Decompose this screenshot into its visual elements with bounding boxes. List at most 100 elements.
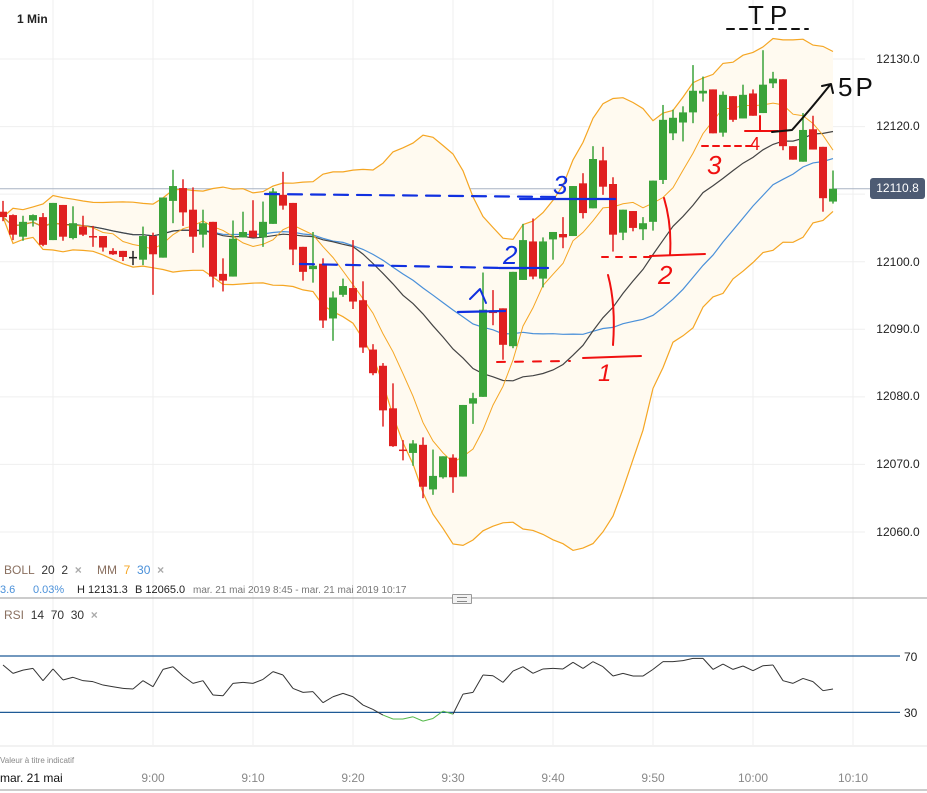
candle[interactable] xyxy=(149,232,157,295)
candle[interactable] xyxy=(379,363,387,427)
candle-body xyxy=(289,202,297,250)
candle[interactable] xyxy=(309,231,317,283)
candle[interactable] xyxy=(349,240,357,310)
candle[interactable] xyxy=(449,454,457,493)
candle[interactable] xyxy=(369,344,377,376)
candle[interactable] xyxy=(229,220,237,277)
candle[interactable] xyxy=(549,231,557,260)
candle[interactable] xyxy=(769,71,777,89)
panel-resize-handle[interactable] xyxy=(452,594,472,604)
candle[interactable] xyxy=(409,440,417,466)
candle[interactable] xyxy=(59,204,67,241)
candle[interactable] xyxy=(129,250,137,266)
candle-body xyxy=(299,246,307,272)
rsi-segment xyxy=(612,672,624,677)
candle[interactable] xyxy=(479,272,487,397)
candle[interactable] xyxy=(639,217,647,241)
candle[interactable] xyxy=(659,104,667,185)
candle[interactable] xyxy=(759,50,767,114)
remove-boll-icon[interactable]: × xyxy=(74,563,82,577)
candle[interactable] xyxy=(619,209,627,241)
candle[interactable] xyxy=(699,76,707,102)
remove-rsi-icon[interactable]: × xyxy=(90,608,98,622)
candle[interactable] xyxy=(319,258,327,328)
candle[interactable] xyxy=(689,65,697,124)
candle[interactable] xyxy=(159,197,167,258)
candle[interactable] xyxy=(69,206,77,240)
candle[interactable] xyxy=(679,106,687,142)
candle[interactable] xyxy=(119,250,127,262)
candle-body xyxy=(829,188,837,202)
candle[interactable] xyxy=(389,383,397,447)
candle[interactable] xyxy=(459,404,467,477)
candle[interactable] xyxy=(559,217,567,249)
candle[interactable] xyxy=(609,177,617,252)
candle[interactable] xyxy=(569,186,577,237)
candle[interactable] xyxy=(189,187,197,253)
candle[interactable] xyxy=(719,91,727,137)
candle-body xyxy=(499,308,507,345)
candle[interactable] xyxy=(239,211,247,238)
candle[interactable] xyxy=(109,248,117,255)
candle[interactable] xyxy=(469,392,477,424)
candle[interactable] xyxy=(599,146,607,195)
candle[interactable] xyxy=(169,169,177,224)
candle[interactable] xyxy=(439,456,447,479)
candle[interactable] xyxy=(799,113,807,162)
candle[interactable] xyxy=(789,146,797,160)
candle[interactable] xyxy=(399,440,407,461)
candle[interactable] xyxy=(259,201,267,247)
rsi-legend[interactable]: RSI 14 70 30 × xyxy=(4,608,98,622)
candle[interactable] xyxy=(279,171,287,210)
candle[interactable] xyxy=(509,271,517,349)
remove-mm-icon[interactable]: × xyxy=(157,563,165,577)
candle[interactable] xyxy=(19,215,27,241)
candle[interactable] xyxy=(429,449,437,495)
candle[interactable] xyxy=(529,218,537,280)
candle[interactable] xyxy=(669,109,677,141)
candle-body xyxy=(709,89,717,134)
candle[interactable] xyxy=(139,226,147,266)
candle[interactable] xyxy=(809,115,817,150)
candle[interactable] xyxy=(519,223,527,280)
candle[interactable] xyxy=(209,221,217,288)
candle[interactable] xyxy=(249,200,257,238)
rsi-segment xyxy=(252,678,264,684)
candle[interactable] xyxy=(89,225,97,247)
candle[interactable] xyxy=(179,179,187,226)
boll-legend[interactable]: BOLL 20 2 × xyxy=(4,563,82,577)
candle[interactable] xyxy=(289,202,297,266)
candle[interactable] xyxy=(99,236,107,252)
rsi-segment xyxy=(212,694,224,697)
candle[interactable] xyxy=(49,202,57,241)
candle[interactable] xyxy=(199,209,207,248)
candle[interactable] xyxy=(29,214,37,227)
candle[interactable] xyxy=(729,96,737,122)
candle[interactable] xyxy=(219,258,227,292)
candle[interactable] xyxy=(0,200,7,222)
candle[interactable] xyxy=(79,215,87,237)
candle[interactable] xyxy=(749,89,757,116)
rsi-segment xyxy=(372,709,384,716)
candle[interactable] xyxy=(629,211,637,232)
boll-dev: 2 xyxy=(61,563,69,577)
candle[interactable] xyxy=(739,84,747,119)
candle[interactable] xyxy=(39,213,47,247)
candle[interactable] xyxy=(539,237,547,288)
candle[interactable] xyxy=(779,79,787,151)
candle[interactable] xyxy=(829,170,837,204)
candle[interactable] xyxy=(419,437,427,499)
timeframe-label[interactable]: 1 Min xyxy=(17,12,48,26)
candle[interactable] xyxy=(329,291,337,341)
candle-body xyxy=(199,223,207,235)
candle[interactable] xyxy=(359,281,367,353)
candle[interactable] xyxy=(649,180,657,231)
candle[interactable] xyxy=(9,214,17,241)
rsi-segment xyxy=(52,668,64,681)
candle[interactable] xyxy=(709,89,717,134)
candle[interactable] xyxy=(819,146,827,212)
candle[interactable] xyxy=(339,278,347,297)
mm-legend[interactable]: MM 7 30 × xyxy=(97,563,164,577)
candle[interactable] xyxy=(499,308,507,360)
